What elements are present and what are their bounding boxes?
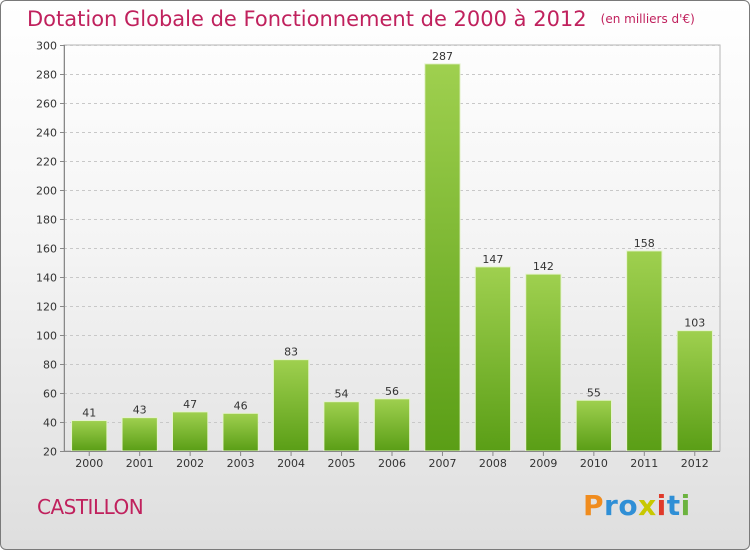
data-label-2005: 54 (335, 388, 349, 401)
bar-2009 (525, 273, 562, 452)
y-tick-label: 260 (36, 98, 57, 111)
y-tick-label: 100 (36, 330, 57, 343)
y-tick-label: 180 (36, 214, 57, 227)
y-tick-label: 140 (36, 272, 57, 285)
logo-letter: o (618, 489, 639, 522)
x-tick-label-2009: 2009 (529, 457, 557, 470)
chart-title-text: Dotation Globale de Fonctionnement de 20… (27, 7, 587, 31)
data-label-2010: 55 (587, 386, 601, 399)
data-label-2004: 83 (284, 346, 298, 359)
logo-letter: t (666, 489, 681, 522)
bar-2005 (323, 401, 360, 452)
logo-letter: P (583, 489, 605, 522)
bar-2000 (71, 420, 108, 452)
y-tick-label: 200 (36, 185, 57, 198)
data-label-2001: 43 (133, 404, 147, 417)
x-tick-label-2010: 2010 (580, 457, 608, 470)
y-tick-label: 20 (43, 446, 57, 459)
y-tick-label: 160 (36, 243, 57, 256)
x-tick-label-2012: 2012 (681, 457, 709, 470)
logo-letter: i (656, 489, 667, 522)
y-tick-label: 300 (36, 40, 57, 53)
data-label-2003: 46 (234, 399, 248, 412)
bar-2011 (626, 250, 663, 452)
data-label-2000: 41 (82, 407, 96, 420)
x-tick-label-2001: 2001 (126, 457, 154, 470)
y-tick-label: 280 (36, 69, 57, 82)
data-label-2002: 47 (183, 398, 197, 411)
x-tick-label-2007: 2007 (428, 457, 456, 470)
bar-2012 (676, 330, 713, 452)
commune-name: CASTILLON (37, 495, 144, 519)
x-tick-label-2011: 2011 (630, 457, 658, 470)
x-tick-label-2004: 2004 (277, 457, 305, 470)
y-tick-label: 40 (43, 417, 57, 430)
bar-2001 (121, 417, 158, 452)
x-tick-label-2000: 2000 (75, 457, 103, 470)
bar-2004 (272, 359, 310, 452)
chart-unit: (en milliers d'€) (600, 12, 695, 26)
logo-letter: x (638, 489, 657, 522)
data-label-2011: 158 (634, 237, 655, 250)
y-tick-label: 220 (36, 156, 57, 169)
x-tick-label-2006: 2006 (378, 457, 406, 470)
x-tick-label-2003: 2003 (227, 457, 255, 470)
logo-letter: r (604, 489, 619, 522)
y-tick-label: 80 (43, 359, 57, 372)
y-tick-label: 120 (36, 301, 57, 314)
x-tick-label-2002: 2002 (176, 457, 204, 470)
y-tick-label: 60 (43, 388, 57, 401)
chart-title: Dotation Globale de Fonctionnement de 20… (27, 7, 695, 31)
bar-2006 (373, 398, 411, 452)
data-label-2008: 147 (482, 253, 503, 266)
bar-2003 (222, 412, 259, 452)
data-label-2009: 142 (533, 260, 554, 273)
bar-2010 (575, 399, 613, 452)
x-tick-label-2008: 2008 (479, 457, 507, 470)
data-label-2007: 287 (432, 50, 453, 63)
y-tick-label: 240 (36, 127, 57, 140)
data-label-2006: 56 (385, 385, 399, 398)
logo-letter: i (680, 489, 691, 522)
proxiti-logo: Proxiti (583, 489, 691, 522)
bar-2008 (474, 266, 512, 452)
bar-2002 (171, 411, 209, 452)
data-label-2012: 103 (684, 317, 705, 330)
bar-2007 (424, 63, 461, 452)
x-tick-label-2005: 2005 (328, 457, 356, 470)
